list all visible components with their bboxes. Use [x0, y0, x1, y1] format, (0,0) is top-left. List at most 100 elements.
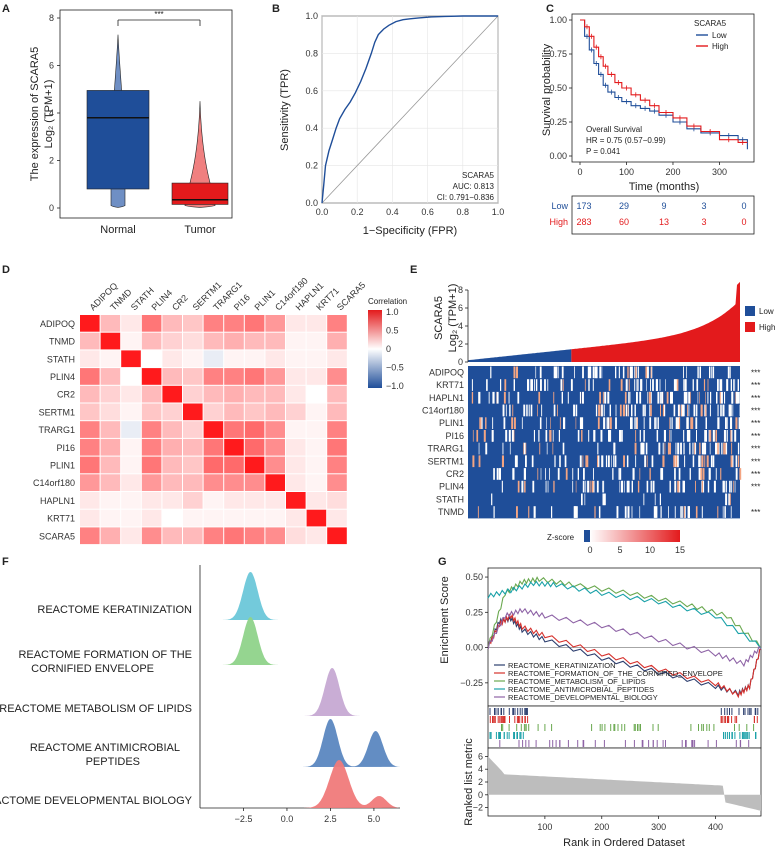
c-xtick-label: 200 [665, 167, 680, 177]
survival-curve [580, 19, 748, 150]
zscore-mark [737, 379, 739, 391]
zscore-mark [503, 391, 506, 404]
e-ytick-label: 4 [458, 321, 463, 331]
zscore-mark [707, 379, 709, 391]
zscore-mark [701, 455, 704, 468]
zscore-mark [562, 442, 565, 455]
zscore-mark [592, 366, 595, 379]
zscore-mark [503, 417, 506, 429]
a-ytick-label: 8 [49, 13, 54, 23]
zscore-mark [709, 442, 711, 455]
zscore-mark [717, 404, 719, 417]
heatmap-cell [162, 332, 182, 350]
heatmap-cell [80, 385, 100, 403]
roc-legend-name: SCARA5 [462, 171, 495, 180]
heatmap-cell [141, 456, 162, 474]
zscore-mark [567, 391, 569, 404]
zscore-mark [731, 480, 733, 493]
zscore-mark [609, 404, 611, 417]
zscore-mark [496, 468, 499, 480]
zscore-mark [630, 417, 632, 429]
heatmap-cell [286, 474, 306, 491]
rank-tick-label: 0 [478, 790, 483, 800]
heatmap-cell [306, 350, 327, 368]
gsea-legend-label: REACTOME_METABOLISM_OF_LIPIDS [508, 677, 646, 686]
zscore-mark [485, 442, 488, 455]
heatmap-cell [203, 368, 224, 385]
zscore-mark [593, 430, 596, 442]
zscore-mark [698, 455, 700, 468]
gsea-xtick-label: 300 [651, 822, 666, 832]
zscore-mark [683, 480, 685, 493]
zscore-mark [700, 455, 702, 468]
panel-c-plot [580, 19, 748, 150]
heatmap-cell [183, 492, 203, 509]
zscore-mark [655, 417, 657, 429]
heatmap-cell [121, 350, 141, 368]
b-ytick-label: 0.8 [305, 48, 318, 58]
zscore-mark [636, 391, 638, 404]
b-xtick-label: 0.0 [316, 207, 329, 217]
zscore-mark [577, 430, 580, 442]
zscore-mark [505, 404, 507, 417]
zscore-mark [595, 404, 598, 417]
heatmap-cell [162, 315, 182, 332]
heatmap-cell [121, 385, 141, 403]
gene-hit-marks [489, 708, 759, 747]
zscore-mark [649, 404, 651, 417]
zscore-mark [493, 506, 495, 518]
zscore-mark [686, 366, 687, 379]
heatmap-cell [265, 350, 285, 368]
zscore-mark [696, 404, 698, 417]
heatmap-cell [183, 438, 203, 456]
heatmap-cell [265, 315, 285, 332]
zscore-mark [539, 366, 542, 379]
heatmap-cell [162, 527, 182, 545]
heatmap-row-label: STATH [47, 354, 75, 364]
pathway-label-cornified-2: CORNIFIED ENVELOPE [31, 663, 154, 675]
zscore-mark [707, 391, 709, 404]
heatmap-cell [80, 368, 100, 385]
heatmap-cell [327, 368, 347, 385]
zscore-mark [621, 430, 623, 442]
risk-cell: 3 [701, 201, 706, 211]
zscore-mark [683, 442, 685, 455]
zscore-mark [650, 480, 652, 493]
pathway-label-keratinization: REACTOME KERATINIZATION [37, 604, 192, 616]
zscore-mark [712, 366, 715, 379]
zscore-mark [689, 442, 691, 455]
zscore-mark [705, 391, 706, 404]
heatmap-cell [203, 350, 224, 368]
correlation-legend-tick: −0.5 [386, 363, 404, 373]
zscore-mark [681, 506, 683, 518]
heatmap-cell [121, 438, 141, 456]
zscore-mark [471, 379, 473, 391]
zscore-mark [692, 442, 694, 455]
zscore-mark [729, 480, 731, 493]
zscore-mark [703, 442, 707, 455]
heatmap-cell [162, 403, 182, 421]
zscore-mark [670, 417, 672, 429]
zscore-mark [657, 430, 659, 442]
zscore-mark [594, 506, 596, 518]
zscore-mark [710, 455, 713, 468]
heatmap-cell [286, 492, 306, 509]
zscore-mark [687, 506, 690, 518]
zscore-mark [635, 366, 637, 379]
zscore-row-label: ADIPOQ [429, 367, 464, 377]
heatmap-cell [265, 421, 285, 438]
zscore-mark [590, 366, 592, 379]
zscore-mark [712, 430, 715, 442]
heatmap-cell [244, 368, 265, 385]
zscore-mark [633, 468, 635, 480]
panel-b-ylabel: Sensitivity (TPR) [279, 69, 291, 151]
heatmap-cell [327, 438, 347, 456]
zscore-mark [607, 455, 610, 468]
zscore-mark [490, 366, 491, 379]
gsea-xtick-label: 100 [537, 822, 552, 832]
heatmap-cell [244, 350, 265, 368]
zscore-mark [478, 455, 480, 468]
zscore-mark [631, 480, 633, 493]
zscore-star: *** [751, 470, 760, 479]
zscore-mark [702, 468, 705, 480]
